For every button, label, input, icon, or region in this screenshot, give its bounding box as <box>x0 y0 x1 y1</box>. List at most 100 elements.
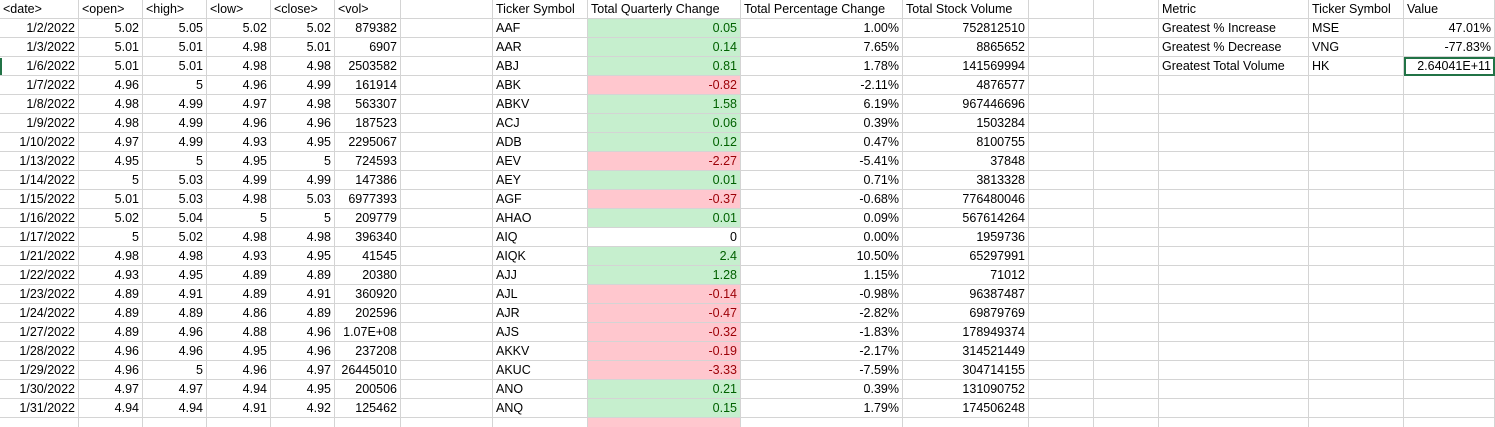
ticker-cell[interactable]: ABKV <box>493 95 588 114</box>
price-cell[interactable]: 4.93 <box>207 247 271 266</box>
cell-empty[interactable] <box>401 38 493 57</box>
cell-empty[interactable] <box>1309 342 1404 361</box>
stock-volume-cell[interactable]: 314521449 <box>903 342 1029 361</box>
price-cell[interactable]: 4.95 <box>271 247 335 266</box>
cell-empty[interactable] <box>1029 323 1094 342</box>
cell-empty[interactable] <box>401 19 493 38</box>
cell-empty[interactable] <box>1404 190 1495 209</box>
price-cell[interactable]: 4.92 <box>271 399 335 418</box>
date-cell[interactable]: 1/3/2022 <box>0 38 79 57</box>
percentage-change-cell[interactable]: 0.39% <box>741 380 903 399</box>
cell-empty[interactable] <box>401 361 493 380</box>
percentage-change-cell[interactable]: 0.09% <box>741 209 903 228</box>
stock-volume-cell[interactable]: 3813328 <box>903 171 1029 190</box>
price-cell[interactable]: 20380 <box>335 266 401 285</box>
cell-empty[interactable] <box>1309 304 1404 323</box>
price-cell[interactable]: 4.95 <box>271 133 335 152</box>
price-cell[interactable]: 563307 <box>335 95 401 114</box>
cell-empty[interactable] <box>1404 399 1495 418</box>
cell-empty[interactable] <box>1309 133 1404 152</box>
date-cell[interactable]: 1/17/2022 <box>0 228 79 247</box>
stock-volume-cell[interactable]: 4876577 <box>903 76 1029 95</box>
price-cell[interactable]: 4.98 <box>79 95 143 114</box>
date-cell[interactable]: 1/23/2022 <box>0 285 79 304</box>
cell-empty[interactable] <box>1159 209 1309 228</box>
price-cell[interactable]: 5 <box>143 361 207 380</box>
cell-empty[interactable] <box>401 323 493 342</box>
stock-volume-cell[interactable]: 1503284 <box>903 114 1029 133</box>
price-cell[interactable]: 5.03 <box>143 171 207 190</box>
price-cell[interactable]: 4.96 <box>271 323 335 342</box>
cell-empty[interactable] <box>1309 95 1404 114</box>
price-cell[interactable]: 5.01 <box>143 38 207 57</box>
percentage-change-cell[interactable]: -7.59% <box>741 361 903 380</box>
cell-empty[interactable] <box>1404 114 1495 133</box>
cell-empty[interactable] <box>1029 399 1094 418</box>
cell-empty[interactable] <box>1094 304 1159 323</box>
quarterly-change-cell[interactable] <box>588 418 741 427</box>
price-cell[interactable]: 4.95 <box>79 152 143 171</box>
price-cell[interactable]: 209779 <box>335 209 401 228</box>
quarterly-change-cell[interactable]: 2.4 <box>588 247 741 266</box>
cell-empty[interactable] <box>1029 95 1094 114</box>
date-cell[interactable]: 1/27/2022 <box>0 323 79 342</box>
price-cell[interactable]: 5 <box>79 171 143 190</box>
cell-empty[interactable] <box>335 418 401 427</box>
date-cell[interactable]: 1/29/2022 <box>0 361 79 380</box>
stock-volume-cell[interactable]: 752812510 <box>903 19 1029 38</box>
cell-empty[interactable] <box>741 418 903 427</box>
header-summary[interactable]: Total Percentage Change <box>741 0 903 19</box>
quarterly-change-cell[interactable]: -3.33 <box>588 361 741 380</box>
price-cell[interactable]: 4.96 <box>207 114 271 133</box>
cell-empty[interactable] <box>1094 171 1159 190</box>
cell-empty[interactable] <box>1159 342 1309 361</box>
price-cell[interactable]: 4.99 <box>143 95 207 114</box>
date-cell[interactable]: 1/13/2022 <box>0 152 79 171</box>
stock-volume-cell[interactable]: 141569994 <box>903 57 1029 76</box>
price-cell[interactable]: 4.96 <box>79 342 143 361</box>
cell-empty[interactable] <box>1029 133 1094 152</box>
date-cell[interactable]: 1/21/2022 <box>0 247 79 266</box>
cell-empty[interactable] <box>401 114 493 133</box>
cell-empty[interactable] <box>401 399 493 418</box>
percentage-change-cell[interactable]: 7.65% <box>741 38 903 57</box>
date-cell[interactable]: 1/8/2022 <box>0 95 79 114</box>
percentage-change-cell[interactable]: 1.78% <box>741 57 903 76</box>
quarterly-change-cell[interactable]: 0.01 <box>588 171 741 190</box>
price-cell[interactable]: 41545 <box>335 247 401 266</box>
price-cell[interactable]: 5.02 <box>79 209 143 228</box>
ticker-cell[interactable]: ABJ <box>493 57 588 76</box>
stock-volume-cell[interactable]: 304714155 <box>903 361 1029 380</box>
cell-empty[interactable] <box>1029 418 1094 427</box>
cell-empty[interactable] <box>903 418 1029 427</box>
cell-empty[interactable] <box>1094 266 1159 285</box>
quarterly-change-cell[interactable]: 0 <box>588 228 741 247</box>
stock-volume-cell[interactable]: 776480046 <box>903 190 1029 209</box>
price-cell[interactable]: 4.97 <box>79 133 143 152</box>
price-cell[interactable]: 6907 <box>335 38 401 57</box>
cell-empty[interactable] <box>1029 266 1094 285</box>
price-cell[interactable]: 4.98 <box>143 247 207 266</box>
cell-empty[interactable] <box>1029 76 1094 95</box>
cell-empty[interactable] <box>401 228 493 247</box>
header-metrics[interactable]: Value <box>1404 0 1495 19</box>
ticker-cell[interactable]: AJS <box>493 323 588 342</box>
cell-empty[interactable] <box>1159 247 1309 266</box>
metric-ticker-cell[interactable]: VNG <box>1309 38 1404 57</box>
metric-value-cell[interactable]: 47.01% <box>1404 19 1495 38</box>
date-cell[interactable]: 1/22/2022 <box>0 266 79 285</box>
price-cell[interactable]: 4.98 <box>207 38 271 57</box>
quarterly-change-cell[interactable]: -0.14 <box>588 285 741 304</box>
cell-empty[interactable] <box>493 418 588 427</box>
price-cell[interactable]: 4.94 <box>207 380 271 399</box>
percentage-change-cell[interactable]: 0.47% <box>741 133 903 152</box>
date-cell[interactable]: 1/31/2022 <box>0 399 79 418</box>
cell-empty[interactable] <box>1159 361 1309 380</box>
header-metrics[interactable]: Metric <box>1159 0 1309 19</box>
cell-empty[interactable] <box>1404 285 1495 304</box>
percentage-change-cell[interactable]: 1.79% <box>741 399 903 418</box>
quarterly-change-cell[interactable]: 0.12 <box>588 133 741 152</box>
metric-ticker-cell[interactable]: HK <box>1309 57 1404 76</box>
header-high[interactable]: <high> <box>143 0 207 19</box>
ticker-cell[interactable]: AJL <box>493 285 588 304</box>
